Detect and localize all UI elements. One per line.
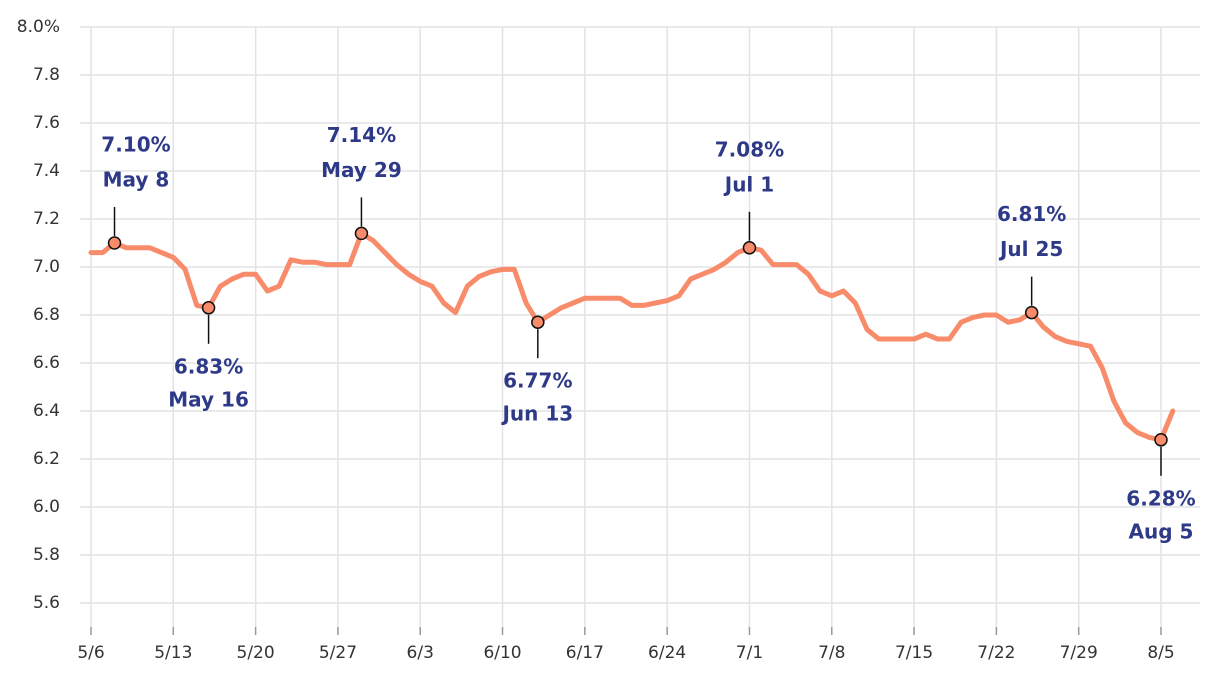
- x-tick-label: 5/27: [319, 643, 357, 663]
- annotation-date: Jun 13: [500, 402, 573, 426]
- annotation-value: 6.77%: [503, 369, 572, 393]
- annotation-date: May 8: [103, 168, 170, 192]
- x-tick-label: 5/13: [154, 643, 192, 663]
- annotation-value: 7.08%: [715, 137, 784, 161]
- y-tick-label: 6.0: [33, 497, 60, 517]
- y-tick-label: 7.0: [33, 257, 60, 277]
- annotation-value: 6.28%: [1126, 486, 1195, 510]
- x-tick-label: 5/6: [77, 643, 104, 663]
- annotation-marker: [742, 241, 757, 255]
- y-tick-label: 7.4: [33, 161, 60, 181]
- annotation-value: 7.14%: [327, 123, 396, 147]
- annotation-value: 7.10%: [101, 133, 170, 157]
- annotation-value: 6.83%: [174, 354, 243, 378]
- annotation-marker: [1024, 305, 1039, 320]
- x-tick-label: 7/29: [1060, 643, 1098, 663]
- y-tick-label: 7.2: [33, 209, 60, 229]
- x-tick-label: 5/20: [237, 643, 275, 663]
- x-tick-label: 6/3: [407, 643, 434, 663]
- y-tick-label: 8.0%: [17, 17, 60, 37]
- x-tick-label: 6/24: [648, 643, 686, 663]
- annotation-value: 6.81%: [997, 202, 1066, 226]
- x-tick-label: 8/5: [1147, 643, 1174, 663]
- annotation-date: May 16: [168, 387, 249, 411]
- x-tick-label: 7/1: [736, 643, 763, 663]
- x-tick-label: 7/8: [818, 643, 845, 663]
- x-tick-label: 7/22: [977, 643, 1015, 663]
- y-tick-label: 7.6: [33, 113, 60, 133]
- y-tick-label: 5.6: [33, 593, 60, 613]
- annotation-marker: [107, 236, 122, 250]
- annotation-marker: [1154, 433, 1168, 447]
- x-tick-label: 7/15: [895, 643, 933, 663]
- annotation-marker: [354, 226, 369, 241]
- y-tick-label: 7.8: [33, 65, 60, 85]
- annotation-date: May 29: [321, 158, 402, 182]
- y-tick-label: 6.2: [33, 449, 60, 469]
- y-tick-label: 6.8: [33, 305, 60, 325]
- annotation-date: Aug 5: [1129, 519, 1194, 543]
- annotation-marker: [201, 301, 216, 315]
- annotation-marker: [531, 315, 545, 329]
- y-tick-label: 6.6: [33, 353, 60, 373]
- y-tick-label: 6.4: [33, 401, 60, 421]
- annotation-date: Jul 1: [723, 172, 774, 196]
- x-tick-label: 6/17: [566, 643, 604, 663]
- x-tick-label: 6/10: [483, 643, 521, 663]
- y-tick-label: 5.8: [33, 545, 60, 565]
- line: [88, 230, 1176, 443]
- annotation-date: Jul 25: [998, 237, 1063, 261]
